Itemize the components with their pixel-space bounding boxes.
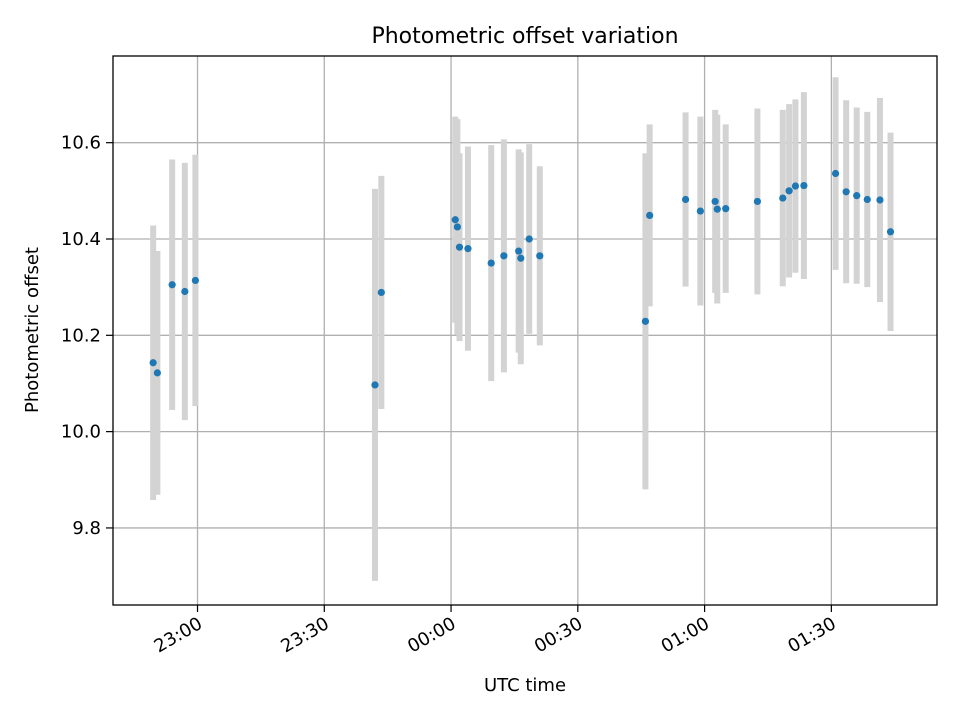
data-point <box>713 205 721 213</box>
y-tick-label: 9.8 <box>72 518 101 539</box>
data-point <box>681 195 690 204</box>
point-layer <box>149 169 895 389</box>
data-point <box>455 243 464 251</box>
data-point <box>753 197 762 206</box>
y-tick-label: 10.0 <box>61 422 101 443</box>
grid-layer <box>113 56 937 605</box>
data-point <box>696 207 704 215</box>
data-point <box>453 223 461 231</box>
x-tick-label: 00:30 <box>531 613 586 657</box>
data-point <box>791 182 800 190</box>
y-tick-label: 10.4 <box>61 229 101 250</box>
data-point <box>831 169 840 178</box>
y-tick-label: 10.6 <box>61 133 101 154</box>
y-tick-label: 10.2 <box>61 325 101 346</box>
data-point <box>722 205 730 213</box>
data-point <box>779 194 787 202</box>
data-point <box>711 197 719 206</box>
data-point <box>153 369 161 377</box>
data-point <box>641 317 650 325</box>
data-point <box>785 187 793 195</box>
data-point <box>842 188 850 196</box>
data-point <box>863 195 871 204</box>
plot-frame <box>112 55 938 606</box>
data-point <box>191 276 199 285</box>
data-point <box>377 288 385 297</box>
data-point <box>800 181 808 190</box>
data-point <box>515 247 523 255</box>
data-point <box>487 259 495 267</box>
chart-title: Photometric offset variation <box>371 24 678 49</box>
x-tick-label: 23:30 <box>277 613 332 657</box>
x-tick-label: 00:00 <box>404 613 459 657</box>
data-point <box>517 254 525 262</box>
data-point <box>525 235 533 243</box>
y-axis-label: Photometric offset <box>22 247 43 413</box>
data-point <box>853 192 861 200</box>
data-point <box>149 359 157 367</box>
x-tick-label: 01:00 <box>658 613 713 657</box>
error-bar-layer <box>150 77 894 581</box>
data-point <box>168 281 176 289</box>
data-point <box>451 216 459 224</box>
x-axis: 23:00 23:30 00:00 00:30 01:00 01:30 <box>151 605 840 657</box>
data-point <box>371 381 379 389</box>
data-point <box>500 252 508 260</box>
data-point <box>536 252 544 260</box>
data-point <box>646 211 654 220</box>
data-point <box>181 287 189 296</box>
data-point <box>464 245 472 253</box>
data-point <box>876 196 884 204</box>
x-tick-label: 23:00 <box>151 613 206 657</box>
y-axis: 9.8 10.0 10.2 10.4 10.6 <box>61 133 113 539</box>
x-tick-label: 01:30 <box>784 613 839 657</box>
data-point <box>886 228 895 236</box>
x-axis-label: UTC time <box>484 675 566 696</box>
